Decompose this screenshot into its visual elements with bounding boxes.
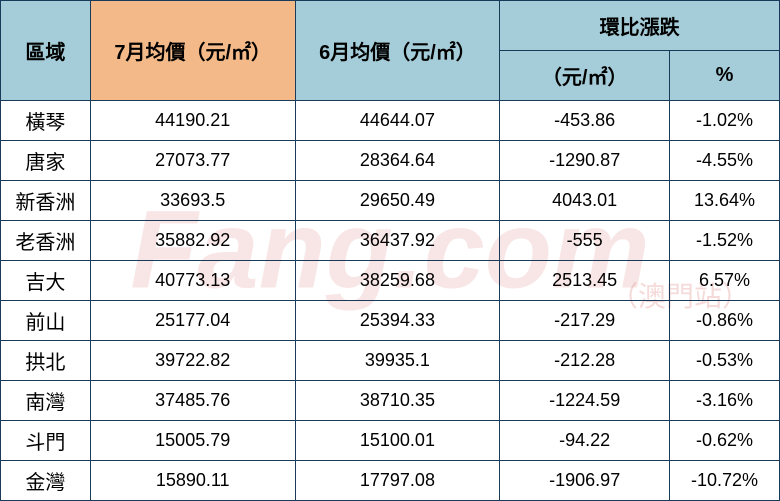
table-row: 南灣37485.7638710.35-1224.59-3.16% [1,381,780,421]
table-row: 金灣15890.1117797.08-1906.97-10.72% [1,461,780,501]
cell-june: 36437.92 [295,221,500,261]
cell-pct: -4.55% [670,141,780,181]
table-row: 橫琴44190.2144644.07-453.86-1.02% [1,101,780,141]
cell-region: 老香洲 [1,221,91,261]
header-change-value: （元/㎡） [500,51,670,101]
cell-region: 吉大 [1,261,91,301]
cell-diff: -1906.97 [500,461,670,501]
cell-diff: -555 [500,221,670,261]
cell-pct: -10.72% [670,461,780,501]
cell-pct: 6.57% [670,261,780,301]
cell-july: 39722.82 [90,341,295,381]
cell-diff: -94.22 [500,421,670,461]
cell-diff: -453.86 [500,101,670,141]
table-row: 唐家27073.7728364.64-1290.87-4.55% [1,141,780,181]
cell-pct: 13.64% [670,181,780,221]
cell-diff: 4043.01 [500,181,670,221]
cell-region: 前山 [1,301,91,341]
cell-region: 斗門 [1,421,91,461]
cell-june: 28364.64 [295,141,500,181]
cell-june: 15100.01 [295,421,500,461]
header-june: 6月均價（元/㎡） [295,1,500,101]
cell-diff: -212.28 [500,341,670,381]
cell-region: 唐家 [1,141,91,181]
cell-july: 15890.11 [90,461,295,501]
cell-pct: -1.02% [670,101,780,141]
cell-region: 拱北 [1,341,91,381]
header-row-1: 區域 7月均價（元/㎡） 6月均價（元/㎡） 環比漲跌 [1,1,780,51]
header-region: 區域 [1,1,91,101]
cell-pct: -0.53% [670,341,780,381]
cell-july: 15005.79 [90,421,295,461]
cell-june: 38710.35 [295,381,500,421]
header-change-pct: % [670,51,780,101]
cell-diff: -1224.59 [500,381,670,421]
cell-region: 新香洲 [1,181,91,221]
table-row: 前山25177.0425394.33-217.29-0.86% [1,301,780,341]
table-body: 橫琴44190.2144644.07-453.86-1.02%唐家27073.7… [1,101,780,501]
cell-july: 37485.76 [90,381,295,421]
cell-diff: -217.29 [500,301,670,341]
cell-july: 27073.77 [90,141,295,181]
cell-july: 35882.92 [90,221,295,261]
header-change-group: 環比漲跌 [500,1,780,51]
table-row: 新香洲33693.529650.494043.0113.64% [1,181,780,221]
cell-june: 25394.33 [295,301,500,341]
cell-pct: -3.16% [670,381,780,421]
cell-diff: -1290.87 [500,141,670,181]
cell-july: 44190.21 [90,101,295,141]
cell-july: 40773.13 [90,261,295,301]
cell-diff: 2513.45 [500,261,670,301]
cell-region: 南灣 [1,381,91,421]
cell-july: 25177.04 [90,301,295,341]
table-row: 拱北39722.8239935.1-212.28-0.53% [1,341,780,381]
header-july: 7月均價（元/㎡） [90,1,295,101]
table-row: 斗門15005.7915100.01-94.22-0.62% [1,421,780,461]
cell-june: 38259.68 [295,261,500,301]
cell-june: 29650.49 [295,181,500,221]
price-table: 區域 7月均價（元/㎡） 6月均價（元/㎡） 環比漲跌 （元/㎡） % 橫琴44… [0,0,780,501]
cell-july: 33693.5 [90,181,295,221]
cell-region: 金灣 [1,461,91,501]
cell-region: 橫琴 [1,101,91,141]
table-row: 吉大40773.1338259.682513.456.57% [1,261,780,301]
cell-pct: -0.62% [670,421,780,461]
table-row: 老香洲35882.9236437.92-555-1.52% [1,221,780,261]
cell-pct: -0.86% [670,301,780,341]
cell-pct: -1.52% [670,221,780,261]
cell-june: 39935.1 [295,341,500,381]
cell-june: 44644.07 [295,101,500,141]
cell-june: 17797.08 [295,461,500,501]
